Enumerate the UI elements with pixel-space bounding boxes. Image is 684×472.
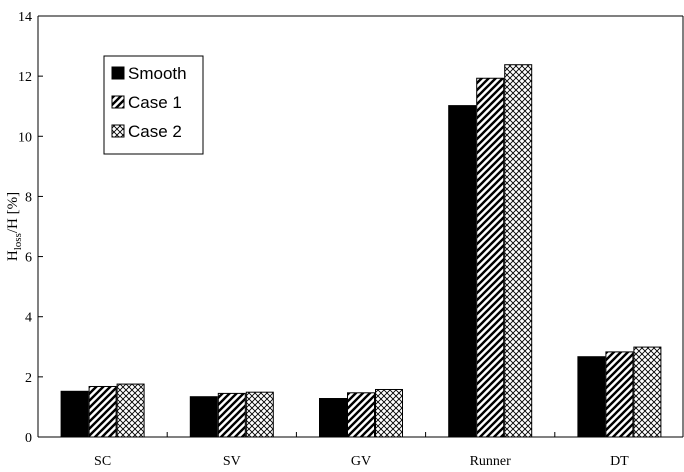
legend-label: Case 1: [128, 93, 182, 112]
x-ticks: SC SV GV Runner DT: [94, 432, 629, 469]
y-ticks: 0 2 4 6 8 10 12 14: [18, 10, 43, 446]
bar-case-2-gv: [375, 388, 403, 438]
legend-swatch-case-1: [111, 95, 125, 109]
x-tick-label: DT: [610, 454, 629, 469]
x-tick-label: SC: [94, 454, 111, 469]
y-axis-label-subscript: loss: [12, 233, 24, 250]
legend-label: Smooth: [128, 64, 187, 83]
bar-smooth-sv: [189, 396, 218, 438]
legend-swatch-case-2: [111, 124, 125, 138]
bars: [60, 64, 662, 438]
bar-case-2-runner: [504, 64, 533, 438]
legend-swatch-smooth: [111, 66, 125, 80]
bar-case-1-gv: [347, 392, 375, 438]
bar-case-2-dt: [633, 346, 662, 438]
y-axis-label-rest: /H [%]: [5, 192, 21, 233]
bar-case-1-sc: [88, 385, 117, 438]
bar-smooth-dt: [577, 356, 606, 438]
bar-case-1-runner: [476, 77, 505, 438]
bar-smooth-runner: [448, 105, 477, 438]
y-tick-label: 6: [25, 251, 32, 266]
bar-case-1-dt: [605, 351, 634, 438]
y-tick-label: 10: [18, 130, 32, 145]
y-tick-label: 8: [25, 190, 32, 205]
x-tick-label: SV: [223, 454, 241, 469]
y-tick-label: 12: [18, 70, 32, 85]
y-tick-label: 4: [25, 311, 32, 326]
y-tick-label: 14: [18, 10, 32, 25]
bar-smooth-gv: [319, 398, 347, 438]
x-tick-label: Runner: [470, 454, 512, 469]
bar-case-2-sc: [116, 383, 145, 438]
legend-label: Case 2: [128, 122, 182, 141]
y-tick-label: 0: [25, 431, 32, 446]
bar-smooth-sc: [60, 390, 89, 438]
plot-frame: [37, 15, 684, 438]
y-axis-label-main: H: [5, 250, 21, 261]
legend: Smooth Case 1 Case 2: [103, 55, 204, 155]
x-tick-label: GV: [351, 454, 371, 469]
bar-case-1-sv: [217, 392, 246, 438]
y-axis-label: Hloss/H [%]: [5, 192, 24, 261]
bar-case-2-sv: [245, 391, 274, 438]
y-tick-label: 2: [25, 371, 32, 386]
